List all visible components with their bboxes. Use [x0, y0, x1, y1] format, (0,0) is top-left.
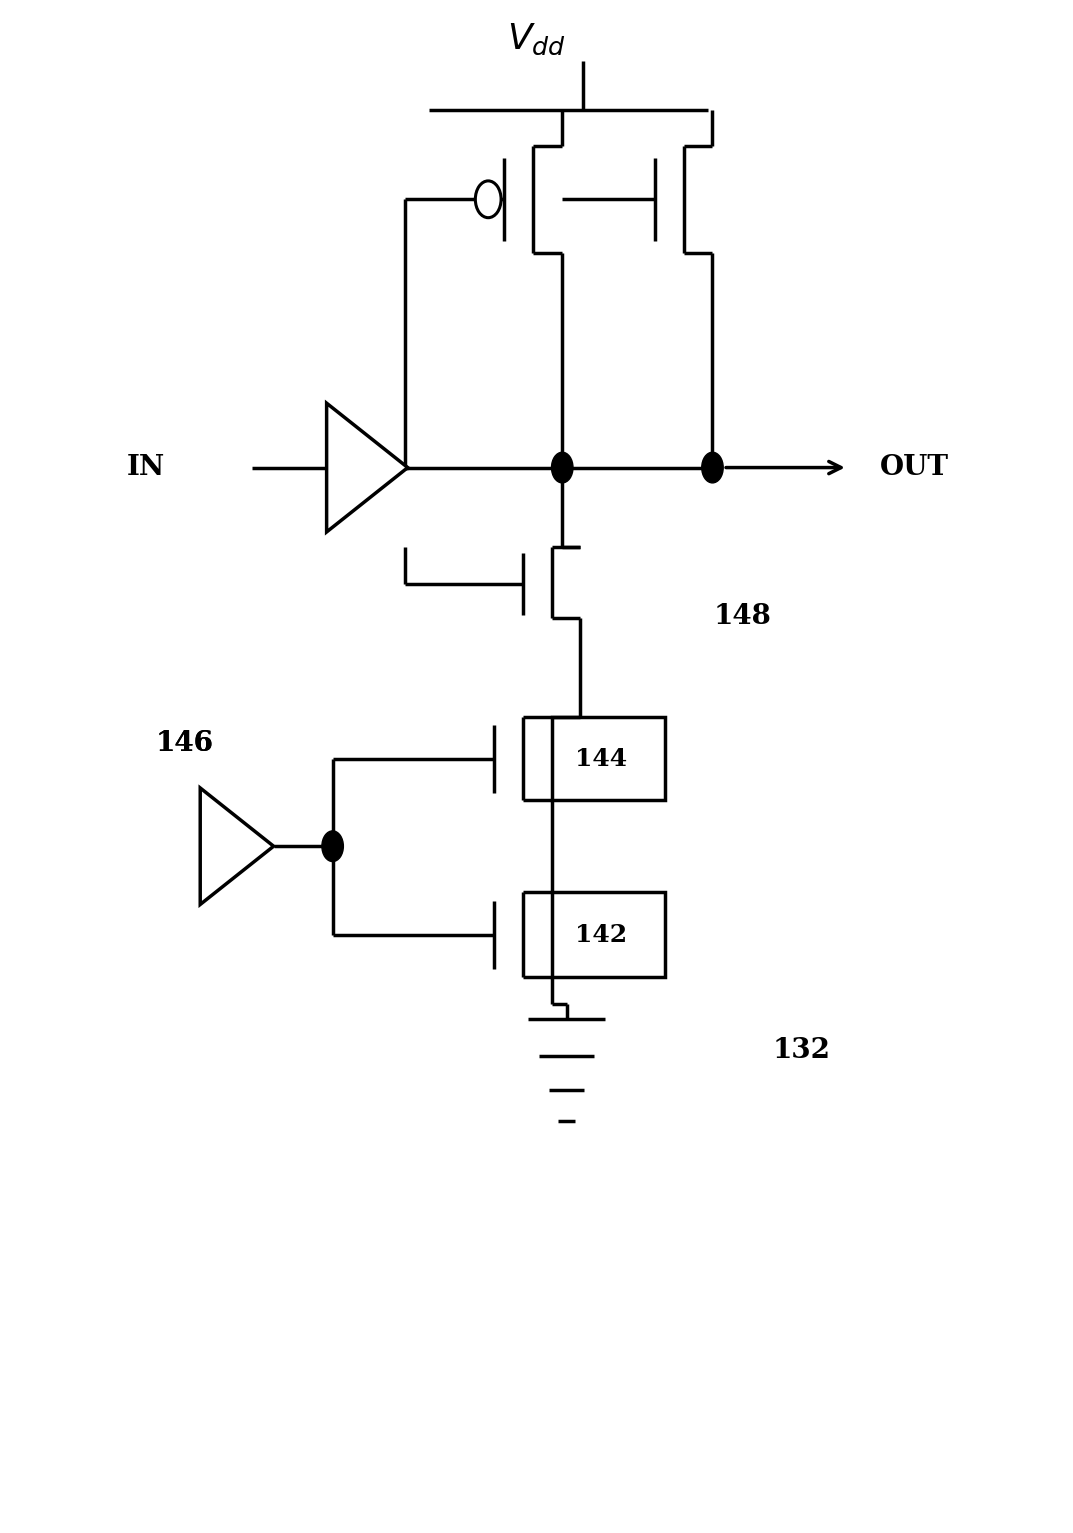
Text: $V_{dd}$: $V_{dd}$ [508, 21, 565, 57]
Text: 144: 144 [575, 747, 627, 771]
Text: OUT: OUT [880, 454, 949, 481]
Circle shape [702, 452, 723, 483]
Text: 146: 146 [156, 730, 214, 757]
Polygon shape [326, 403, 408, 532]
Text: 132: 132 [773, 1036, 831, 1064]
Bar [552, 717, 665, 800]
Polygon shape [201, 788, 274, 904]
Text: IN: IN [127, 454, 165, 481]
Bar [552, 892, 665, 977]
Circle shape [322, 831, 343, 862]
Text: 148: 148 [714, 602, 771, 630]
Circle shape [552, 452, 573, 483]
Text: 142: 142 [575, 923, 627, 947]
Circle shape [475, 181, 501, 218]
Text: 146: 146 [156, 730, 214, 757]
